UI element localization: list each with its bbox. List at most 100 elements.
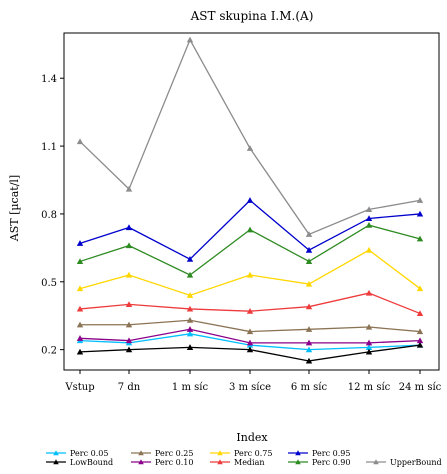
data-point [416, 328, 424, 335]
series-perc-0-10 [76, 326, 424, 346]
data-point [246, 307, 254, 314]
data-point [416, 341, 424, 348]
data-point [365, 246, 373, 253]
x-tick-label: 3 m síce [229, 382, 271, 393]
legend-label: Perc 0.90 [312, 458, 350, 467]
data-point [186, 36, 194, 43]
data-point [365, 215, 373, 222]
data-point [305, 346, 313, 353]
data-point [125, 185, 133, 192]
series-perc-0-90 [76, 222, 424, 278]
data-point [186, 255, 194, 262]
data-point [305, 357, 313, 364]
legend-item: Perc 0.75 [210, 449, 272, 458]
series-perc-0-95 [76, 197, 424, 262]
legend-swatch-marker [138, 459, 144, 465]
data-point [125, 242, 133, 249]
data-point [76, 321, 84, 328]
x-axis: Vstup 7 dn 1 m síc 3 m síce 6 m síc 12 m síc 2… [64, 370, 442, 393]
data-point [416, 235, 424, 242]
data-point [186, 271, 194, 278]
data-point [305, 303, 313, 310]
data-point [186, 305, 194, 312]
data-point [125, 224, 133, 231]
legend-item: Perc 0.05 [46, 449, 108, 458]
legend-item: UpperBound [366, 458, 442, 467]
y-tick-label: 1.4 [41, 74, 57, 85]
series-line [79, 38, 421, 236]
data-point [76, 348, 84, 355]
series-upperbound [76, 36, 424, 237]
data-point [186, 317, 194, 323]
data-point [76, 258, 84, 264]
data-point [416, 285, 424, 292]
data-point [186, 344, 194, 350]
data-point [125, 321, 133, 328]
legend-item: Perc 0.10 [131, 458, 193, 467]
legend-label: UpperBound [390, 458, 442, 467]
chart-title: AST skupina I.M.(A) [190, 9, 314, 23]
legend-swatch-marker [373, 459, 379, 465]
legend-item: Median [210, 458, 265, 467]
legend-swatch-marker [53, 450, 59, 456]
data-point [365, 289, 373, 296]
data-point [246, 226, 254, 233]
data-point [305, 231, 313, 237]
y-tick-label: 0.2 [41, 346, 57, 357]
legend-swatch-marker [217, 450, 223, 456]
x-tick-label: 12 m síc [348, 382, 391, 393]
legend-swatch-marker [295, 459, 301, 465]
x-tick-label: 6 m síc [291, 382, 328, 393]
data-point [246, 328, 254, 335]
data-point [416, 310, 424, 317]
legend-label: LowBound [70, 458, 113, 467]
y-axis: 0.2 0.5 0.8 1.1 1.4 [41, 74, 64, 357]
plot-frame [63, 32, 440, 371]
legend-swatch-marker [53, 459, 59, 465]
data-point [246, 339, 254, 346]
data-point [76, 335, 84, 341]
x-axis-label: Index [236, 431, 268, 444]
x-tick-label: 24 m síc [399, 382, 442, 393]
data-point [305, 258, 313, 264]
data-point [365, 344, 373, 350]
data-point [305, 280, 313, 287]
legend-swatch-marker [217, 459, 223, 465]
data-point [125, 301, 133, 307]
legend-label: Perc 0.10 [155, 458, 193, 467]
data-point [76, 240, 84, 246]
legend-label: Perc 0.95 [312, 449, 350, 458]
data-point [365, 339, 373, 346]
data-point [125, 337, 133, 344]
series-perc-0-75 [76, 246, 424, 298]
legend-item: LowBound [46, 458, 113, 467]
data-point [76, 138, 84, 145]
series-median [76, 289, 424, 317]
data-point [416, 337, 424, 344]
data-point [186, 292, 194, 298]
legend-item: Perc 0.25 [131, 449, 193, 458]
data-point [76, 285, 84, 292]
data-point [365, 323, 373, 330]
data-point [186, 326, 194, 332]
data-point [125, 271, 133, 278]
series-perc-0-25 [76, 317, 424, 335]
legend-swatch-marker [295, 450, 301, 456]
data-point [246, 145, 254, 151]
y-tick-label: 1.1 [41, 142, 57, 153]
legend-swatch-marker [138, 450, 144, 456]
data-point [365, 206, 373, 212]
data-point [365, 348, 373, 355]
data-point [246, 271, 254, 278]
legend-item: Perc 0.90 [288, 458, 350, 467]
data-point [305, 326, 313, 332]
data-point [246, 197, 254, 203]
data-point [365, 222, 373, 228]
series-lowbound [76, 341, 424, 364]
data-point [246, 346, 254, 353]
legend-label: Median [234, 458, 265, 467]
y-tick-label: 0.5 [41, 278, 57, 289]
